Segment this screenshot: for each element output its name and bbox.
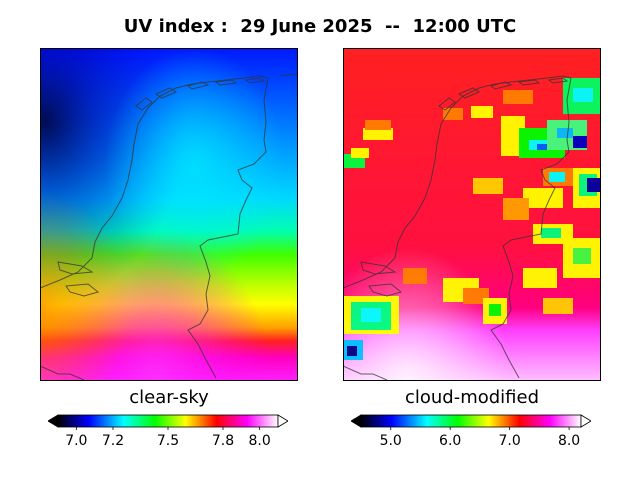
cloud-modified-tick-label: 5.0 [379, 433, 402, 449]
clear-sky-colorbar [48, 414, 288, 430]
cloud-modified-tick-label: 7.0 [498, 433, 521, 449]
cloud-modified-colorbar [351, 414, 591, 430]
cloud-modified-tick-label: 8.0 [557, 433, 581, 449]
clear-sky-tick-label: 7.5 [156, 433, 180, 449]
clear-sky-label: clear-sky [129, 387, 209, 408]
cloud-modified-label: cloud-modified [404, 387, 540, 408]
cloud-modified-tick-label: 6.0 [439, 433, 462, 449]
clear-sky-tick-label: 8.0 [248, 433, 271, 449]
clear-sky-tick-label: 7.8 [211, 433, 235, 449]
map-title: UV index : 29 June 2025 -- 12:00 UTC [123, 16, 517, 37]
cloud-modified-field [343, 48, 601, 381]
cloud-modified-frame [343, 48, 601, 381]
cloud-modified-map [343, 48, 601, 381]
coastline-borders [40, 73, 298, 381]
clear-sky-tick-label: 7.0 [65, 433, 88, 449]
cloud-patches [343, 78, 601, 360]
coastline-borders-right [343, 75, 572, 381]
clear-sky-field [40, 48, 298, 381]
clear-sky-tick-label: 7.2 [101, 433, 125, 449]
clear-sky-map [40, 48, 298, 381]
clear-sky-frame [40, 48, 298, 381]
